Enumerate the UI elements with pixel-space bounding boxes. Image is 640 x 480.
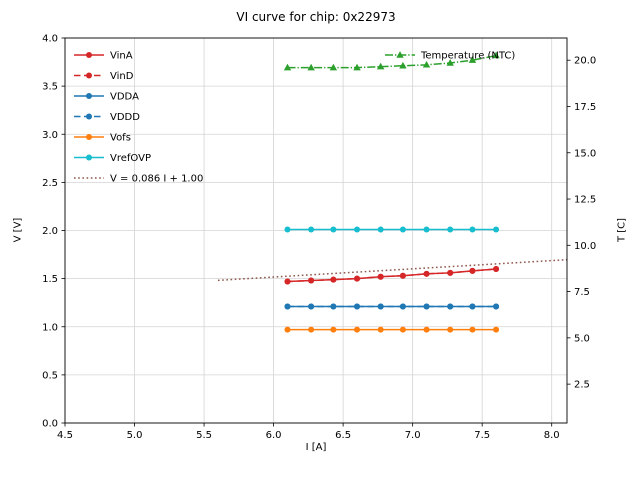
legend-upper-left: VinA VinD VDDA VDDD Vofs VrefOVP V = 0.086 I +… — [74, 51, 203, 185]
svg-text:5.5: 5.5 — [196, 430, 212, 441]
series-vrefovp — [284, 226, 500, 233]
legend-upper-right: Temperature (NTC) — [385, 51, 515, 62]
svg-text:VinD: VinD — [110, 71, 134, 82]
axis-ticks: 4.5 5.0 5.5 6.0 6.5 7.0 7.5 8.0 0.0 0.5 1.0 1.5 2.0 2… — [42, 34, 596, 442]
svg-text:2.0: 2.0 — [42, 226, 58, 237]
svg-text:1.5: 1.5 — [42, 274, 58, 285]
svg-text:17.5: 17.5 — [574, 102, 596, 113]
x-axis-label: I [A] — [305, 442, 327, 453]
svg-text:V = 0.086 I + 1.00: V = 0.086 I + 1.00 — [110, 174, 203, 185]
svg-text:3.0: 3.0 — [42, 130, 58, 141]
svg-text:VDDD: VDDD — [110, 112, 140, 123]
svg-text:7.0: 7.0 — [405, 430, 421, 441]
series-v-0-086-i-1-00 — [217, 258, 568, 282]
series-temperature-ntc — [283, 51, 500, 71]
series-vind — [284, 266, 500, 285]
svg-text:5.0: 5.0 — [127, 430, 143, 441]
svg-text:VDDA: VDDA — [110, 92, 139, 103]
series-vofs — [284, 326, 500, 333]
svg-text:0.0: 0.0 — [42, 419, 58, 430]
svg-text:5.0: 5.0 — [574, 333, 590, 344]
svg-text:Temperature (NTC): Temperature (NTC) — [420, 51, 515, 62]
svg-text:3.5: 3.5 — [42, 82, 58, 93]
y-axis-label-left: V [V] — [12, 217, 24, 243]
svg-text:20.0: 20.0 — [574, 56, 596, 67]
svg-text:7.5: 7.5 — [574, 287, 590, 298]
svg-text:1.0: 1.0 — [42, 322, 58, 333]
svg-text:10.0: 10.0 — [574, 241, 596, 252]
svg-text:2.5: 2.5 — [42, 178, 58, 189]
svg-text:2.5: 2.5 — [574, 380, 590, 391]
svg-text:7.5: 7.5 — [474, 430, 490, 441]
svg-text:4.5: 4.5 — [57, 430, 73, 441]
svg-text:6.5: 6.5 — [335, 430, 351, 441]
svg-text:VrefOVP: VrefOVP — [110, 153, 151, 164]
y-axis-label-right: T [C] — [616, 217, 628, 243]
svg-text:Vofs: Vofs — [110, 133, 131, 144]
svg-text:6.0: 6.0 — [266, 430, 282, 441]
svg-text:8.0: 8.0 — [544, 430, 560, 441]
svg-text:12.5: 12.5 — [574, 195, 596, 206]
chart-title: VI curve for chip: 0x22973 — [236, 10, 396, 24]
svg-text:15.0: 15.0 — [574, 148, 596, 159]
series-vina — [284, 266, 500, 285]
series-vddd — [284, 303, 500, 310]
svg-text:4.0: 4.0 — [42, 34, 58, 45]
svg-text:0.5: 0.5 — [42, 370, 58, 381]
grid-lines — [64, 37, 567, 424]
svg-text:VinA: VinA — [110, 51, 133, 62]
